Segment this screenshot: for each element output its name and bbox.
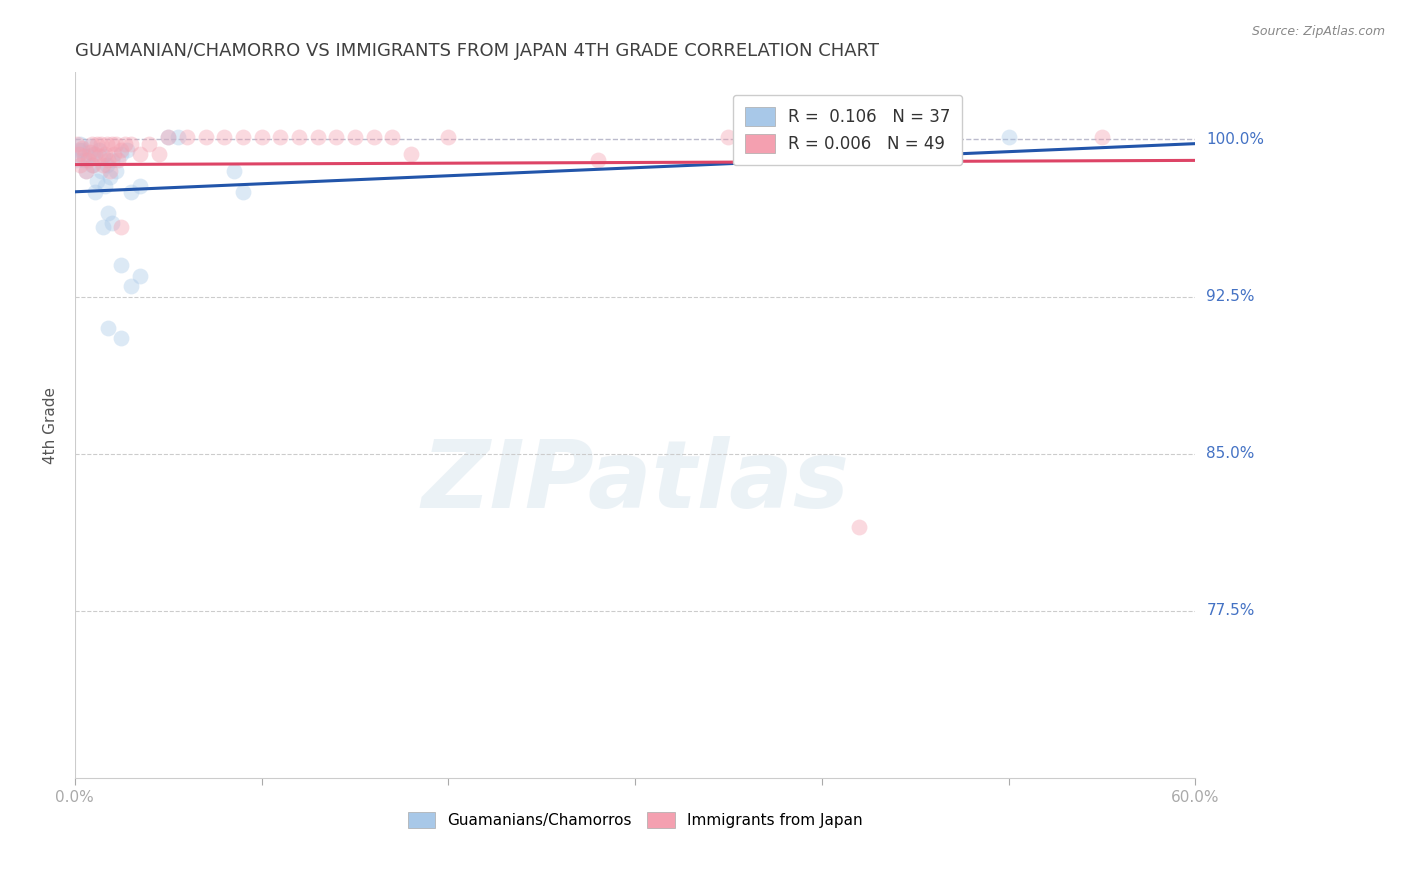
Point [79, 138, 101, 153]
Point [80, 158, 103, 172]
Legend: Guamanians/Chamorros, Immigrants from Japan: Guamanians/Chamorros, Immigrants from Ja… [402, 805, 869, 834]
Point [325, 130, 347, 145]
Point [76, 153, 98, 168]
Point [104, 164, 127, 178]
Point [250, 130, 273, 145]
Point [194, 130, 217, 145]
Point [997, 130, 1019, 145]
Point [120, 279, 142, 293]
Point [67, 143, 90, 157]
Point [97, 153, 120, 168]
Point [86, 174, 108, 188]
Point [97, 321, 120, 335]
Point [157, 130, 180, 145]
Point [110, 147, 132, 161]
Point [87, 149, 110, 163]
Point [166, 130, 188, 145]
Point [90, 164, 112, 178]
Point [96, 158, 118, 172]
Point [114, 136, 136, 151]
Point [148, 147, 170, 161]
Point [84, 147, 107, 161]
Text: 92.5%: 92.5% [1206, 289, 1256, 304]
Point [363, 130, 385, 145]
Point [91, 220, 114, 235]
Point [69, 158, 91, 172]
Point [72, 141, 94, 155]
Point [80, 136, 103, 151]
Point [90, 136, 112, 151]
Point [232, 185, 254, 199]
Point [437, 130, 460, 145]
Point [97, 206, 120, 220]
Point [98, 164, 121, 178]
Text: ZIPatlas: ZIPatlas [420, 436, 849, 528]
Point [82, 147, 104, 161]
Point [75, 164, 97, 178]
Point [67, 147, 90, 161]
Point [79, 145, 101, 159]
Point [307, 130, 329, 145]
Point [129, 268, 152, 283]
Point [269, 130, 291, 145]
Point [120, 136, 142, 151]
Point [87, 143, 110, 157]
Point [101, 153, 124, 168]
Point [288, 130, 311, 145]
Point [115, 143, 138, 157]
Point [212, 130, 235, 145]
Point [91, 158, 114, 172]
Point [104, 136, 127, 151]
Point [76, 149, 98, 163]
Point [93, 178, 115, 193]
Point [101, 216, 124, 230]
Point [93, 147, 115, 161]
Text: 85.0%: 85.0% [1206, 446, 1254, 461]
Point [138, 136, 160, 151]
Point [1091, 130, 1114, 145]
Point [73, 153, 96, 168]
Point [75, 164, 97, 178]
Point [98, 170, 121, 185]
Point [82, 158, 104, 172]
Point [110, 331, 132, 345]
Point [129, 178, 152, 193]
Point [232, 130, 254, 145]
Point [129, 147, 152, 161]
Point [176, 130, 198, 145]
Point [110, 143, 132, 157]
Point [69, 136, 91, 151]
Point [72, 143, 94, 157]
Point [66, 136, 89, 151]
Point [91, 149, 114, 163]
Point [848, 520, 870, 534]
Point [381, 130, 404, 145]
Text: 77.5%: 77.5% [1206, 603, 1254, 618]
Text: Source: ZipAtlas.com: Source: ZipAtlas.com [1251, 25, 1385, 38]
Text: GUAMANIAN/CHAMORRO VS IMMIGRANTS FROM JAPAN 4TH GRADE CORRELATION CHART: GUAMANIAN/CHAMORRO VS IMMIGRANTS FROM JA… [75, 42, 879, 60]
Point [107, 153, 129, 168]
Point [586, 153, 609, 168]
Point [717, 130, 740, 145]
Point [110, 258, 132, 272]
Point [103, 147, 125, 161]
Text: 100.0%: 100.0% [1206, 132, 1264, 147]
Y-axis label: 4th Grade: 4th Grade [44, 387, 58, 464]
Point [120, 185, 142, 199]
Point [157, 130, 180, 145]
Point [86, 136, 108, 151]
Point [399, 147, 422, 161]
Point [101, 136, 124, 151]
Point [222, 164, 245, 178]
Point [66, 153, 89, 168]
Point [96, 136, 118, 151]
Point [73, 149, 96, 163]
Point [84, 185, 107, 199]
Point [343, 130, 366, 145]
Point [110, 220, 132, 235]
